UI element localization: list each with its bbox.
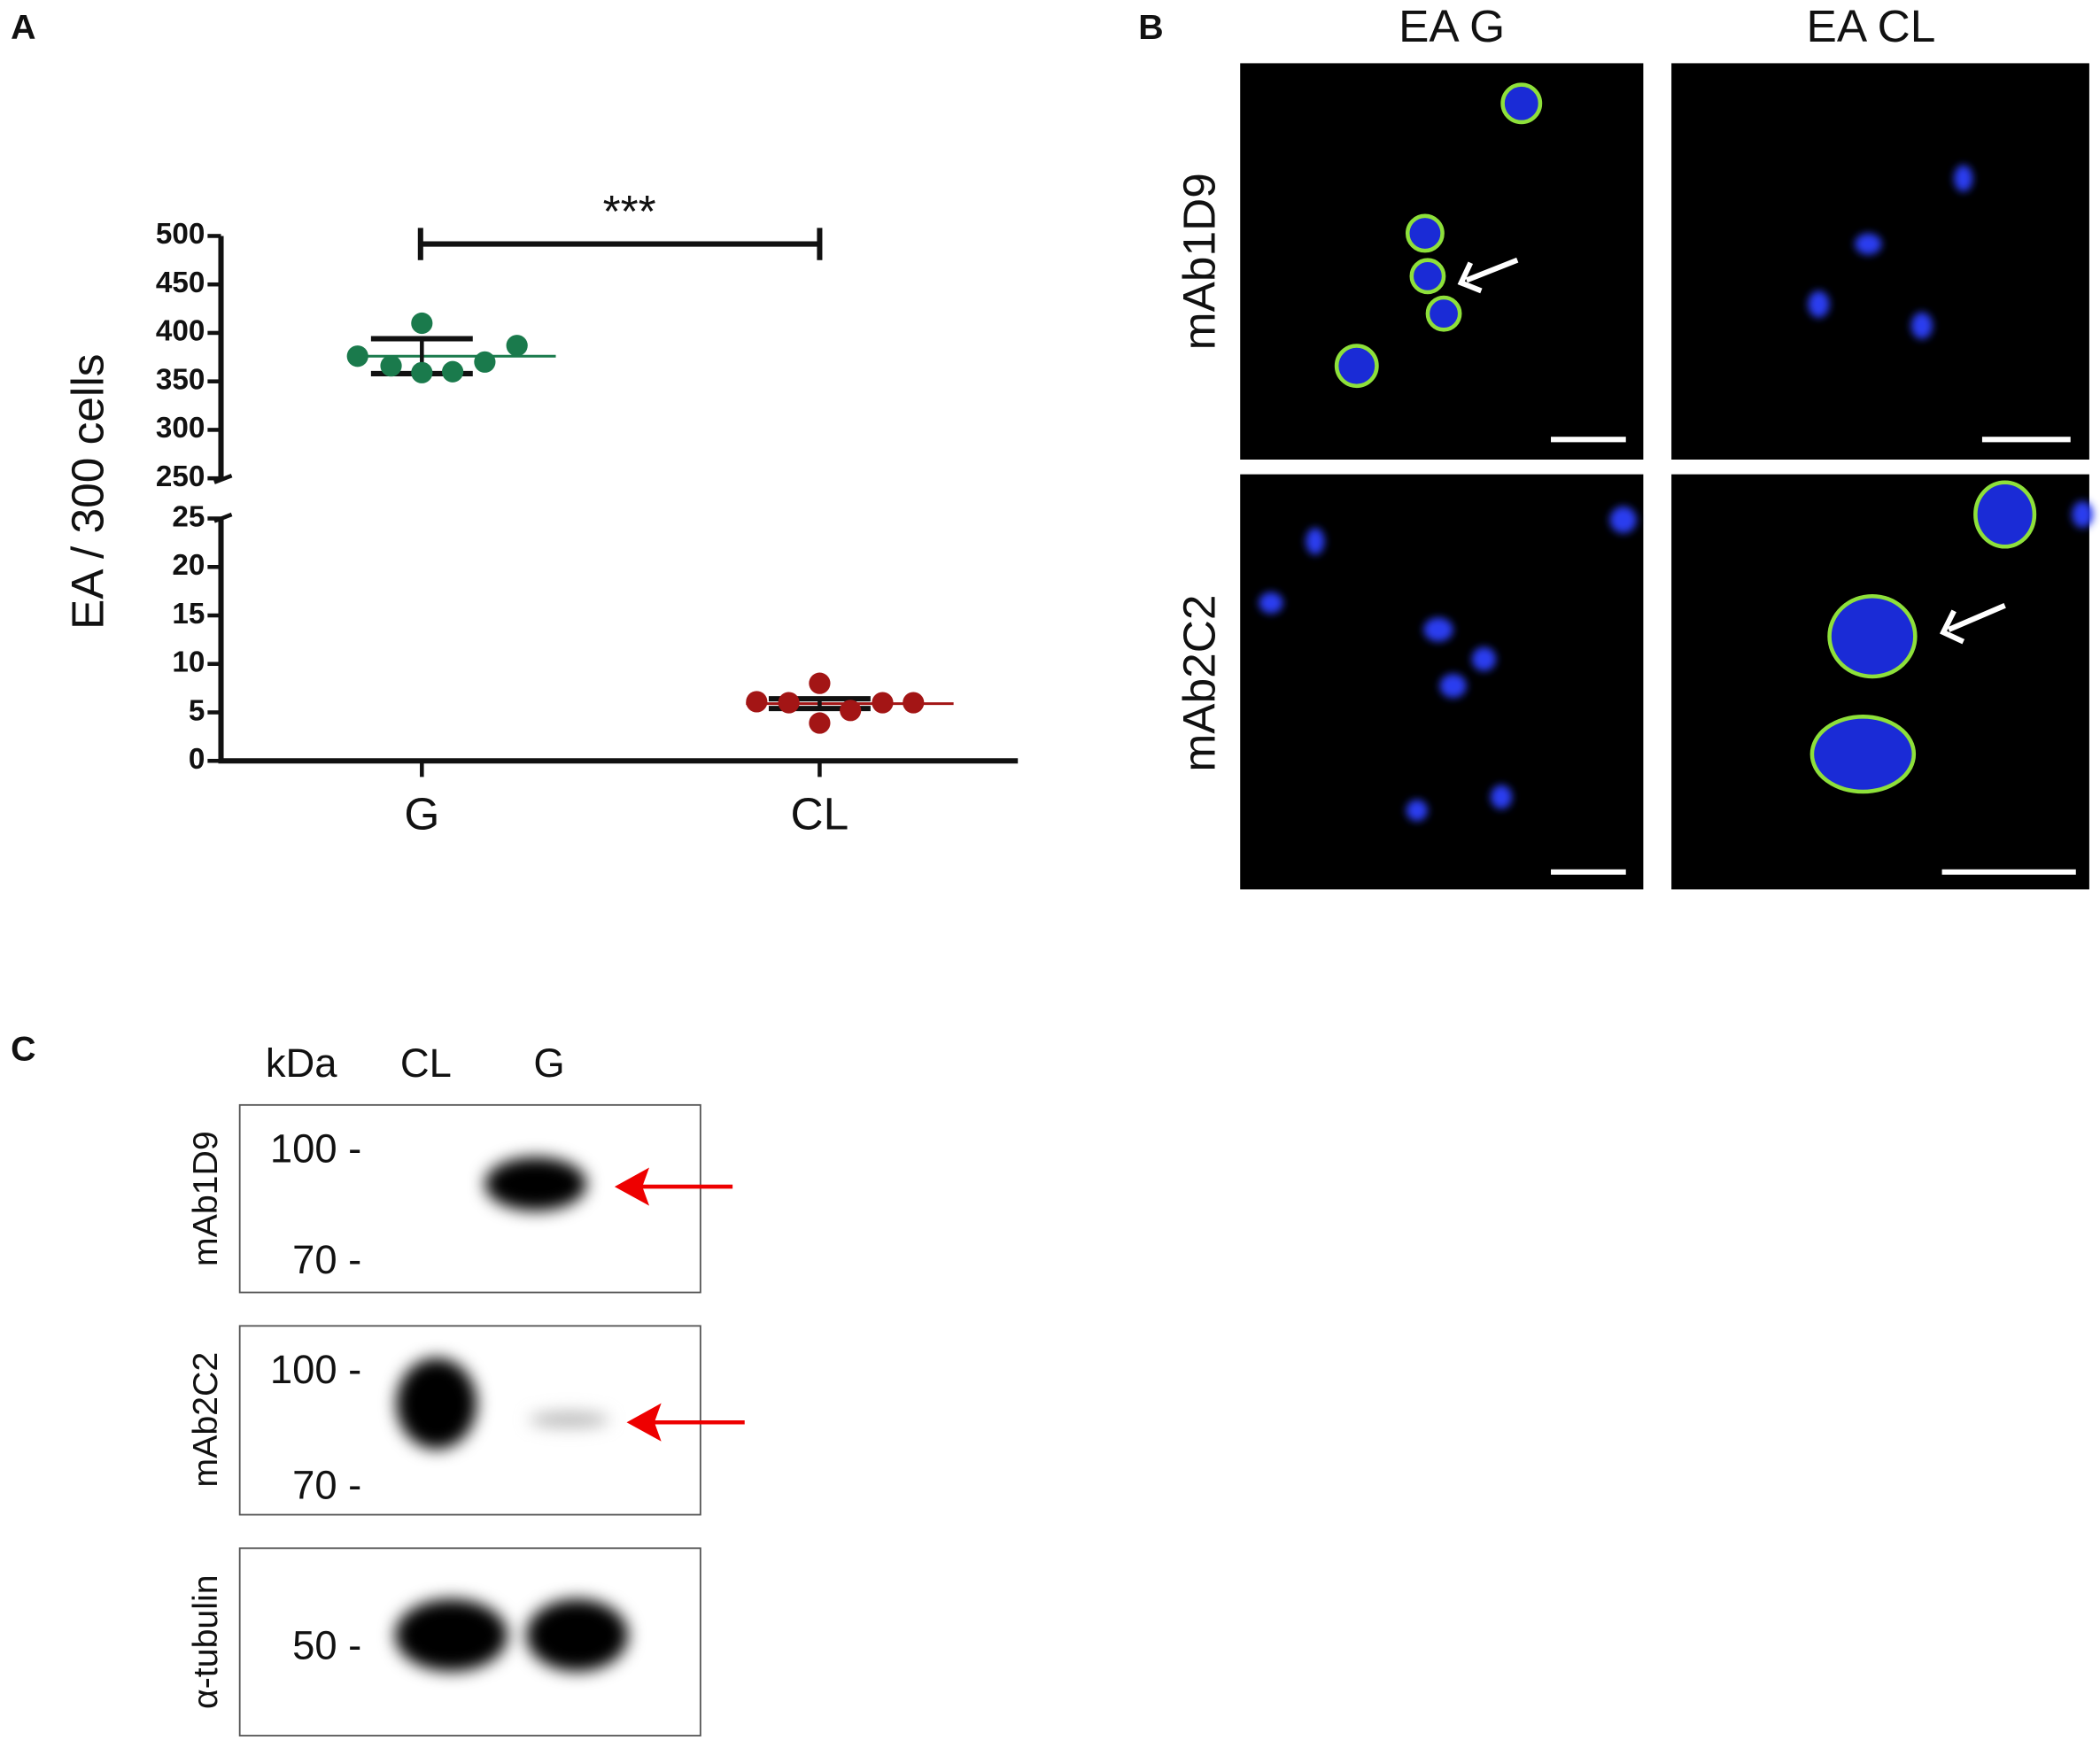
dot	[872, 692, 894, 714]
dot	[411, 312, 433, 335]
y-tick-label: 300	[156, 412, 205, 445]
row-label: mAb1D9	[1173, 173, 1224, 350]
axis-break	[213, 474, 233, 484]
dot	[346, 345, 368, 367]
dot	[380, 355, 402, 377]
panel-label: C	[11, 1030, 35, 1069]
western-blot: kDa CL G mAb1D9 mAb2C2 α-tubulin 100 - 7…	[186, 1040, 745, 1736]
image	[1671, 63, 2089, 460]
dot	[746, 691, 768, 713]
marker: 100 -	[270, 1126, 361, 1172]
marker: 70 -	[292, 1462, 361, 1507]
y-tick-label: 350	[156, 363, 205, 396]
red-arrows	[614, 1167, 745, 1442]
cells	[1334, 82, 2037, 794]
blot-row-label: mAb1D9	[186, 1131, 225, 1266]
lane-header: kDa	[266, 1040, 337, 1086]
nuclei	[1259, 165, 2094, 822]
lane-header: CL	[400, 1040, 452, 1086]
dot	[809, 712, 831, 734]
y-tick-label: 400	[156, 315, 205, 348]
blot-row-label: α-tubulin	[186, 1574, 225, 1709]
y-tick-label: 20	[172, 549, 205, 582]
marker: 50 -	[292, 1623, 361, 1668]
panel-label: B	[1138, 8, 1163, 47]
y-tick-label: 25	[172, 500, 205, 533]
y-tick-label: 15	[172, 598, 205, 630]
y-tick-label: 10	[172, 646, 205, 679]
y-tick-label: 250	[156, 460, 205, 493]
panel-label: A	[11, 8, 35, 47]
y-axis-label: EA / 300 cells	[61, 354, 112, 630]
dot-plot: EA / 300 cells *** 0 5 10 15 20 25 250 300 350 40…	[61, 185, 1019, 839]
lane-header: G	[533, 1040, 564, 1086]
x-tick-label: G	[404, 787, 439, 839]
dot	[441, 360, 464, 383]
y-tick-label: 5	[189, 694, 205, 727]
microscopy: EA G EA CL mAb1D9 mAb2C2	[1173, 0, 2094, 890]
marker: 100 -	[270, 1347, 361, 1392]
dot	[411, 361, 433, 383]
blot-box	[238, 1103, 701, 1294]
arrows	[1457, 257, 2006, 645]
dot	[840, 700, 862, 722]
y-tick-label: 0	[189, 743, 205, 776]
x-tick-label: CL	[791, 787, 849, 839]
significance: ***	[603, 185, 656, 236]
marker: 70 -	[292, 1237, 361, 1282]
dot	[809, 672, 831, 694]
column-label: EA CL	[1807, 0, 1936, 51]
dot	[474, 351, 496, 373]
scale-bars	[1551, 437, 2076, 875]
y-tick-label: 500	[156, 218, 205, 251]
dot	[506, 335, 528, 357]
y-tick-label: 450	[156, 267, 205, 299]
row-label: mAb2C2	[1173, 595, 1224, 772]
image	[1240, 63, 1644, 460]
bands	[395, 1156, 629, 1672]
dot	[778, 692, 800, 714]
column-label: EA G	[1399, 0, 1505, 51]
dot	[903, 692, 925, 714]
blot-row-label: mAb2C2	[186, 1352, 225, 1488]
